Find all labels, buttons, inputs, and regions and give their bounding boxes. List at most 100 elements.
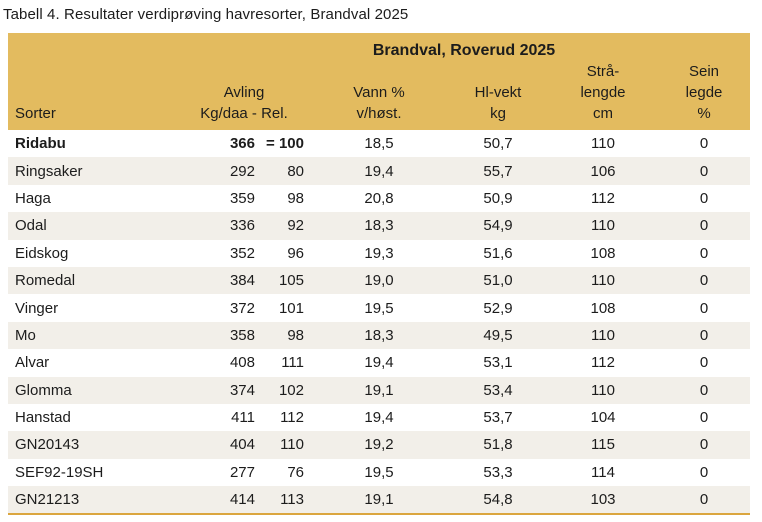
cell-sein: 0 [699,217,709,235]
group-header-row: Brandval, Roverud 2025 [8,33,751,61]
cell-vann: 19,2 [364,436,394,454]
header-spacer [8,33,178,61]
cell-rel: 98 [287,326,304,344]
cell-vann: 19,1 [364,491,394,509]
cell-kgdaa: 372 [229,299,255,317]
cell-hl: 55,7 [483,162,513,180]
cell-vann: 18,3 [364,217,394,235]
cell-sein: 0 [699,463,709,481]
cell-hl: 51,8 [483,436,513,454]
cell-vann: 18,5 [364,135,394,153]
table-row: GN21213 414 113 19,1 54,8 103 0 [8,486,751,515]
cell-kgdaa: 414 [229,491,255,509]
table-body: Ridabu 366 = 100 18,5 50,7 110 0 Ringsaker 292 80… [8,130,751,515]
cell-vann: 19,4 [364,162,394,180]
cell-sein: 0 [699,326,709,344]
cell-straa: 108 [590,244,616,262]
cell-sein: 0 [699,272,709,290]
table-row: SEF92-19SH 277 76 19,5 53,3 114 0 [8,459,750,486]
table-row: Haga 359 98 20,8 50,9 112 0 [8,185,750,212]
cell-vann: 19,1 [364,381,394,399]
cell-sorter: Eidskog [15,244,69,262]
cell-straa: 104 [590,409,616,427]
table-row: Eidskog 352 96 19,3 51,6 108 0 [8,240,750,267]
cell-rel: 105 [278,272,304,290]
cell-sorter: Mo [15,326,36,344]
table-group-header: Brandval, Roverud 2025 [178,33,751,61]
column-header-straalengde: Strå- lengde cm [548,61,658,130]
cell-sorter: GN20143 [15,436,80,454]
cell-vann: 19,4 [364,354,394,372]
cell-kgdaa: 366 [229,135,255,153]
cell-vann: 18,3 [364,326,394,344]
cell-sein: 0 [699,135,709,153]
cell-sorter: Romedal [15,272,76,290]
cell-sein: 0 [699,381,709,399]
cell-sein: 0 [699,189,709,207]
column-header-sorter: Sorter [8,61,178,130]
cell-sorter: Ridabu [15,135,66,153]
cell-kgdaa: 358 [229,326,255,344]
cell-kgdaa: 292 [229,162,255,180]
cell-straa: 106 [590,162,616,180]
cell-hl: 50,9 [483,189,513,207]
cell-straa: 115 [591,436,615,454]
table-row: Hanstad 411 112 19,4 53,7 104 0 [8,404,750,431]
cell-hl: 51,0 [483,272,513,290]
cell-straa: 108 [590,299,616,317]
cell-sorter: GN21213 [15,491,80,509]
table-row: Mo 358 98 18,3 49,5 110 0 [8,321,751,350]
cell-rel: 102 [278,381,304,399]
cell-rel: 92 [287,217,304,235]
cell-vann: 19,4 [364,409,394,427]
cell-kgdaa: 404 [229,436,255,454]
cell-kgdaa: 411 [231,409,255,427]
cell-hl: 54,8 [483,491,513,509]
cell-straa: 110 [591,217,615,235]
column-header-vann: Vann % v/høst. [310,61,448,130]
cell-sein: 0 [699,244,709,262]
cell-hl: 51,6 [483,244,513,262]
cell-sorter: Glomma [15,381,72,399]
table-row: Ringsaker 292 80 19,4 55,7 106 0 [8,157,751,185]
cell-sein: 0 [699,491,709,509]
cell-kgdaa: 336 [229,217,255,235]
table-row: Romedal 384 105 19,0 51,0 110 0 [8,266,751,295]
cell-hl: 53,3 [483,463,513,481]
document-page: Tabell 4. Resultater verdiprøving havres… [0,4,762,522]
cell-rel: 110 [280,436,304,454]
cell-sorter: Haga [15,189,51,207]
cell-vann: 19,5 [364,299,394,317]
cell-hl: 54,9 [483,217,513,235]
cell-sorter: SEF92-19SH [15,463,104,481]
cell-rel: 112 [280,409,304,427]
cell-vann: 19,0 [364,272,394,290]
cell-rel: 101 [278,299,304,317]
cell-straa: 110 [591,272,615,290]
table-row: Vinger 372 101 19,5 52,9 108 0 [8,294,750,321]
table-header: Brandval, Roverud 2025 Sorter Avling Kg/… [8,33,751,130]
cell-sorter: Ringsaker [15,162,83,180]
cell-hl: 53,7 [483,409,513,427]
cell-sorter: Odal [15,217,47,235]
cell-rel: 113 [280,491,304,509]
cell-kgdaa: 352 [229,244,255,262]
cell-kgdaa: 277 [229,463,255,481]
column-header-hlvekt: Hl-vekt kg [448,61,548,130]
cell-sein: 0 [699,354,709,372]
table-row: Glomma 374 102 19,1 53,4 110 0 [8,376,751,404]
cell-sorter: Vinger [15,299,59,317]
cell-sorter: Alvar [15,354,50,372]
cell-straa: 110 [591,326,615,344]
table-row: Odal 336 92 18,3 54,9 110 0 [8,212,751,240]
cell-straa: 112 [591,189,615,207]
cell-sein: 0 [699,409,709,427]
cell-hl: 53,4 [483,381,513,399]
cell-straa: 114 [591,463,615,481]
table-row: Alvar 408 111 19,4 53,1 112 0 [8,349,750,376]
cell-straa: 110 [591,135,615,153]
cell-straa: 103 [590,491,616,509]
table-caption: Tabell 4. Resultater verdiprøving havres… [3,6,409,23]
cell-kgdaa: 374 [229,381,255,399]
cell-kgdaa: 359 [229,189,255,207]
